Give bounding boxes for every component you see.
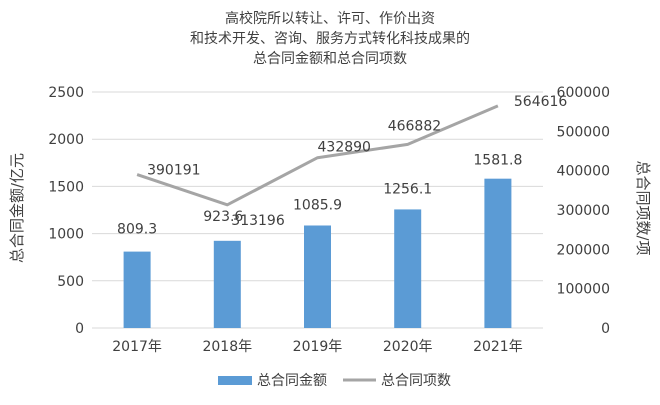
line-data-label: 390191: [147, 163, 200, 179]
bar: [123, 251, 151, 328]
right-tick-label: 300000: [557, 203, 610, 219]
right-tick-label: 600000: [557, 85, 610, 101]
bar-data-label: 809.3: [117, 222, 157, 238]
bar: [213, 240, 241, 328]
category-label: 2021年: [473, 339, 523, 355]
legend-bar-swatch: [218, 376, 252, 385]
category-label: 2019年: [293, 339, 343, 355]
left-tick-label: 2000: [48, 132, 84, 148]
line-data-label: 432890: [318, 140, 371, 156]
legend-bar-label: 总合同金额: [257, 373, 327, 389]
bar: [394, 209, 422, 328]
left-tick-label: 1000: [48, 227, 84, 243]
bar-series: [123, 178, 512, 328]
category-label: 2017年: [112, 339, 162, 355]
left-tick-label: 500: [57, 274, 84, 290]
left-axis-ticks: 0 500 1000 1500 2000 2500: [48, 85, 84, 337]
category-label: 2020年: [383, 339, 433, 355]
legend: 总合同金额 总合同项数: [218, 373, 451, 389]
chart-title-line-3: 总合同金额和总合同项数: [253, 51, 407, 67]
category-label: 2018年: [202, 339, 252, 355]
bar: [484, 178, 512, 328]
left-axis-title: 总合同金额/亿元: [8, 153, 26, 263]
chart-title-line-2: 和技术开发、咨询、服务方式转化科技成果的: [190, 31, 470, 47]
bar-data-label: 1256.1: [383, 181, 432, 197]
right-axis-ticks: 0 100000 200000 300000 400000 500000 600000: [557, 85, 610, 337]
right-tick-label: 400000: [557, 164, 610, 180]
right-axis-title: 总合同项数/项: [634, 160, 652, 255]
chart-title-line-1: 高校院所以转让、许可、作价出资: [225, 10, 435, 27]
line-series: 809.3 923.6 1085.9 1256.1 1581.8 390191 313196…: [117, 94, 567, 238]
line-path: [136, 104, 499, 207]
right-tick-label: 200000: [557, 242, 610, 258]
right-tick-label: 500000: [557, 124, 610, 140]
bar: [304, 225, 331, 328]
bar-data-label: 1085.9: [293, 197, 342, 213]
left-tick-label: 2500: [48, 85, 84, 101]
right-tick-label: 0: [601, 321, 610, 337]
bar-data-label: 1581.8: [473, 153, 522, 169]
line-data-label: 313196: [231, 213, 285, 229]
right-tick-label: 100000: [557, 282, 610, 298]
category-labels: 2017年 2018年 2019年 2020年 2021年: [112, 339, 522, 355]
line-data-label: 466882: [388, 118, 441, 134]
left-tick-label: 0: [75, 321, 84, 337]
line-data-label: 564616: [514, 94, 568, 110]
bar-data-label: 923.6: [203, 209, 243, 225]
legend-line-label: 总合同项数: [381, 373, 451, 389]
left-tick-label: 1500: [48, 179, 84, 195]
